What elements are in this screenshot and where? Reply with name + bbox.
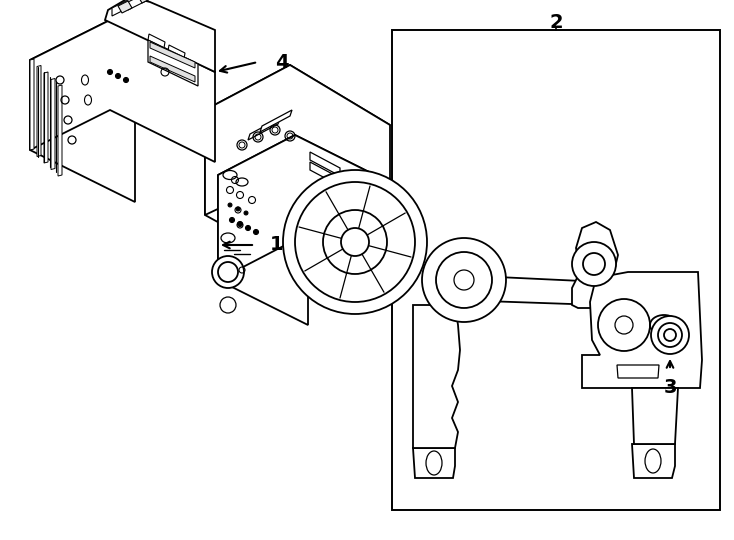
- Polygon shape: [632, 388, 678, 444]
- Polygon shape: [30, 59, 34, 150]
- Circle shape: [115, 73, 120, 78]
- Polygon shape: [248, 118, 280, 140]
- Polygon shape: [37, 65, 41, 157]
- Text: 4: 4: [275, 52, 288, 71]
- Polygon shape: [205, 65, 390, 230]
- Polygon shape: [58, 85, 62, 176]
- Circle shape: [244, 211, 248, 215]
- Polygon shape: [310, 152, 340, 176]
- Polygon shape: [205, 65, 390, 170]
- Polygon shape: [455, 275, 603, 305]
- Polygon shape: [413, 448, 455, 478]
- Polygon shape: [44, 72, 48, 163]
- Polygon shape: [168, 45, 185, 59]
- Text: 3: 3: [664, 378, 677, 397]
- Circle shape: [230, 218, 234, 222]
- Circle shape: [283, 170, 427, 314]
- Polygon shape: [138, 0, 152, 3]
- Circle shape: [228, 203, 232, 207]
- Polygon shape: [260, 110, 292, 132]
- Polygon shape: [128, 0, 156, 10]
- Circle shape: [238, 221, 242, 226]
- Circle shape: [598, 299, 650, 351]
- Polygon shape: [205, 110, 305, 270]
- Polygon shape: [218, 135, 385, 220]
- Polygon shape: [150, 42, 195, 68]
- Circle shape: [651, 316, 689, 354]
- Circle shape: [253, 230, 258, 234]
- Text: 2: 2: [549, 12, 563, 31]
- Polygon shape: [112, 0, 140, 16]
- Polygon shape: [310, 162, 340, 186]
- Circle shape: [422, 238, 506, 322]
- Polygon shape: [148, 40, 198, 86]
- Circle shape: [212, 256, 244, 288]
- Circle shape: [107, 70, 112, 75]
- Polygon shape: [632, 444, 675, 478]
- Polygon shape: [150, 56, 195, 82]
- Circle shape: [572, 242, 616, 286]
- Circle shape: [236, 207, 240, 211]
- Polygon shape: [218, 135, 385, 285]
- Polygon shape: [118, 1, 132, 13]
- Polygon shape: [148, 34, 165, 48]
- Polygon shape: [413, 305, 460, 448]
- Polygon shape: [105, 0, 215, 72]
- Circle shape: [245, 226, 250, 231]
- Polygon shape: [582, 272, 702, 388]
- Polygon shape: [572, 222, 618, 308]
- Circle shape: [123, 78, 128, 83]
- Text: 1: 1: [270, 235, 283, 254]
- Polygon shape: [30, 20, 215, 112]
- Polygon shape: [218, 175, 308, 325]
- Bar: [392, 30, 720, 510]
- Polygon shape: [51, 78, 55, 170]
- Polygon shape: [30, 60, 135, 202]
- Polygon shape: [617, 365, 659, 378]
- Polygon shape: [30, 20, 215, 162]
